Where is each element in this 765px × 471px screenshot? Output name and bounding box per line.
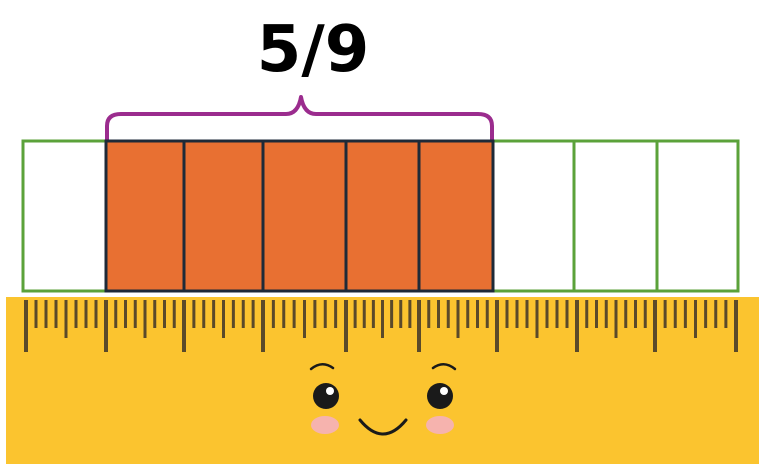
fraction-cell-empty [21, 139, 108, 293]
right-cheek [426, 416, 454, 434]
fraction-cell-filled [104, 139, 186, 293]
ruler-icon [6, 297, 759, 464]
fraction-cell-empty [491, 139, 576, 293]
left-eye [313, 383, 339, 409]
fraction-cell-filled [261, 139, 348, 293]
fraction-cell-empty [655, 139, 740, 293]
fraction-label: 5/9 [256, 13, 370, 87]
fraction-cell-filled [182, 139, 265, 293]
fraction-cell-empty [572, 139, 659, 293]
ruler-ticks [24, 300, 738, 352]
right-eye-shine [440, 387, 448, 395]
curly-brace-icon [105, 95, 494, 142]
right-eyebrow [431, 363, 457, 371]
fraction-bar [21, 139, 740, 293]
smiley-face-icon [309, 363, 457, 436]
fraction-cell-filled [417, 139, 495, 293]
fraction-cell-filled [344, 139, 421, 293]
left-cheek [311, 416, 339, 434]
right-eye [427, 383, 453, 409]
smile [358, 418, 408, 436]
left-eyebrow [309, 363, 335, 371]
left-eye-shine [326, 387, 334, 395]
